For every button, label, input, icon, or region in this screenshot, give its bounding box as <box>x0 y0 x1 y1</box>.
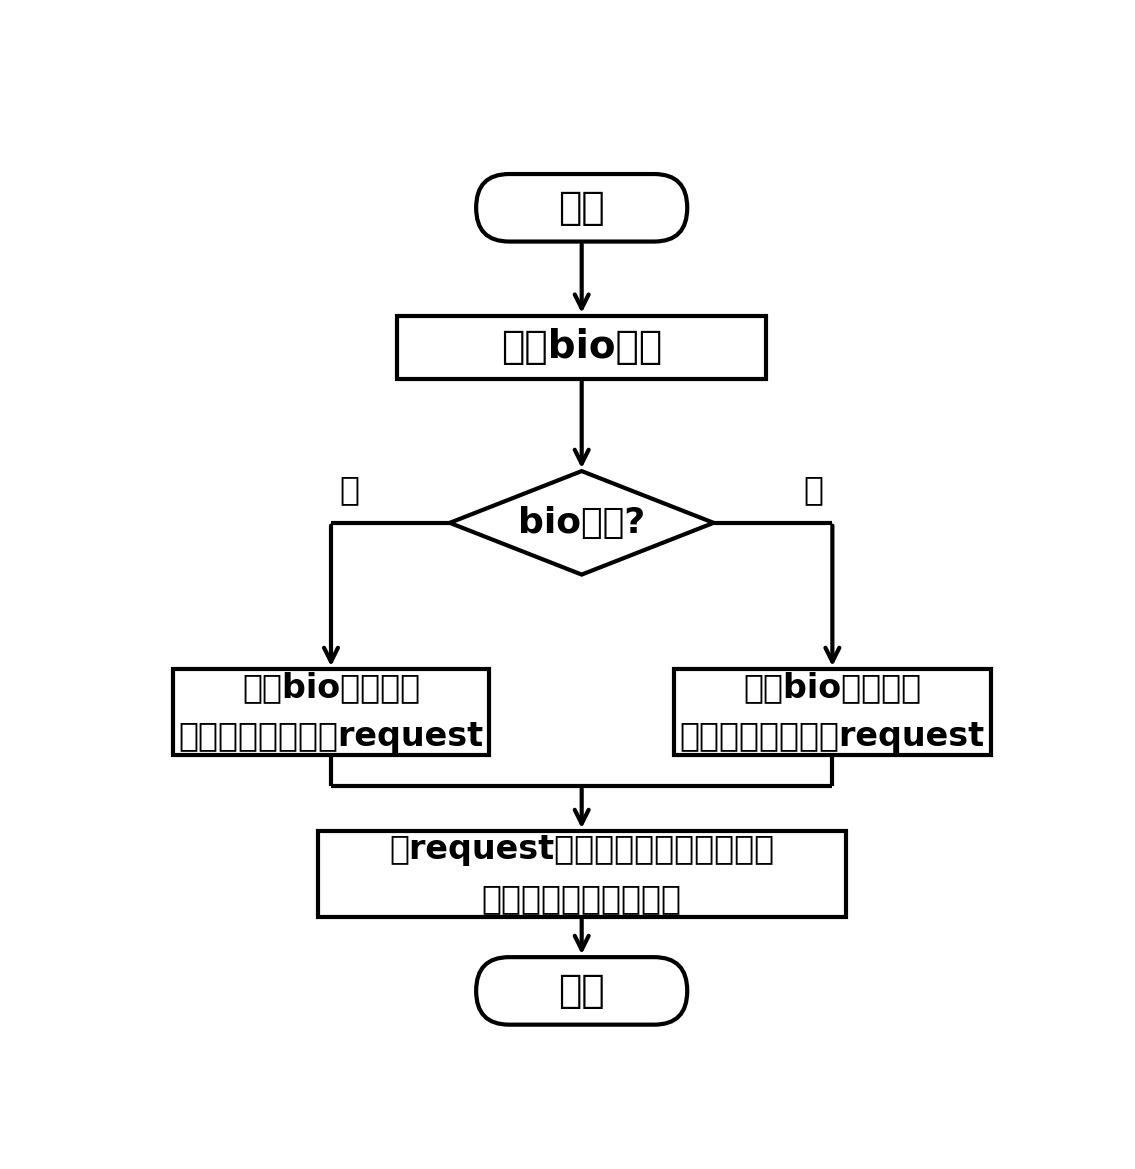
Text: 将诽bio请求按照
一定的策略转化为request: 将诽bio请求按照 一定的策略转化为request <box>178 671 484 753</box>
Text: 读: 读 <box>339 473 360 506</box>
FancyBboxPatch shape <box>477 174 687 242</box>
Text: bio类型?: bio类型? <box>518 506 646 540</box>
Bar <box>397 316 766 379</box>
Bar <box>318 831 846 916</box>
Text: 开始: 开始 <box>558 188 605 227</box>
Text: 将request按照一定的策略转分发到
设备驱动层的请求队列: 将request按照一定的策略转分发到 设备驱动层的请求队列 <box>389 833 774 914</box>
Bar <box>674 669 991 755</box>
FancyBboxPatch shape <box>477 957 687 1025</box>
Text: 将写bio请求按照
一定的策略转化为request: 将写bio请求按照 一定的策略转化为request <box>680 671 985 753</box>
Polygon shape <box>449 471 714 575</box>
Text: 接收bio请求: 接收bio请求 <box>501 328 663 366</box>
Text: 结束: 结束 <box>558 971 605 1010</box>
Text: 写: 写 <box>804 473 824 506</box>
Bar <box>173 669 489 755</box>
